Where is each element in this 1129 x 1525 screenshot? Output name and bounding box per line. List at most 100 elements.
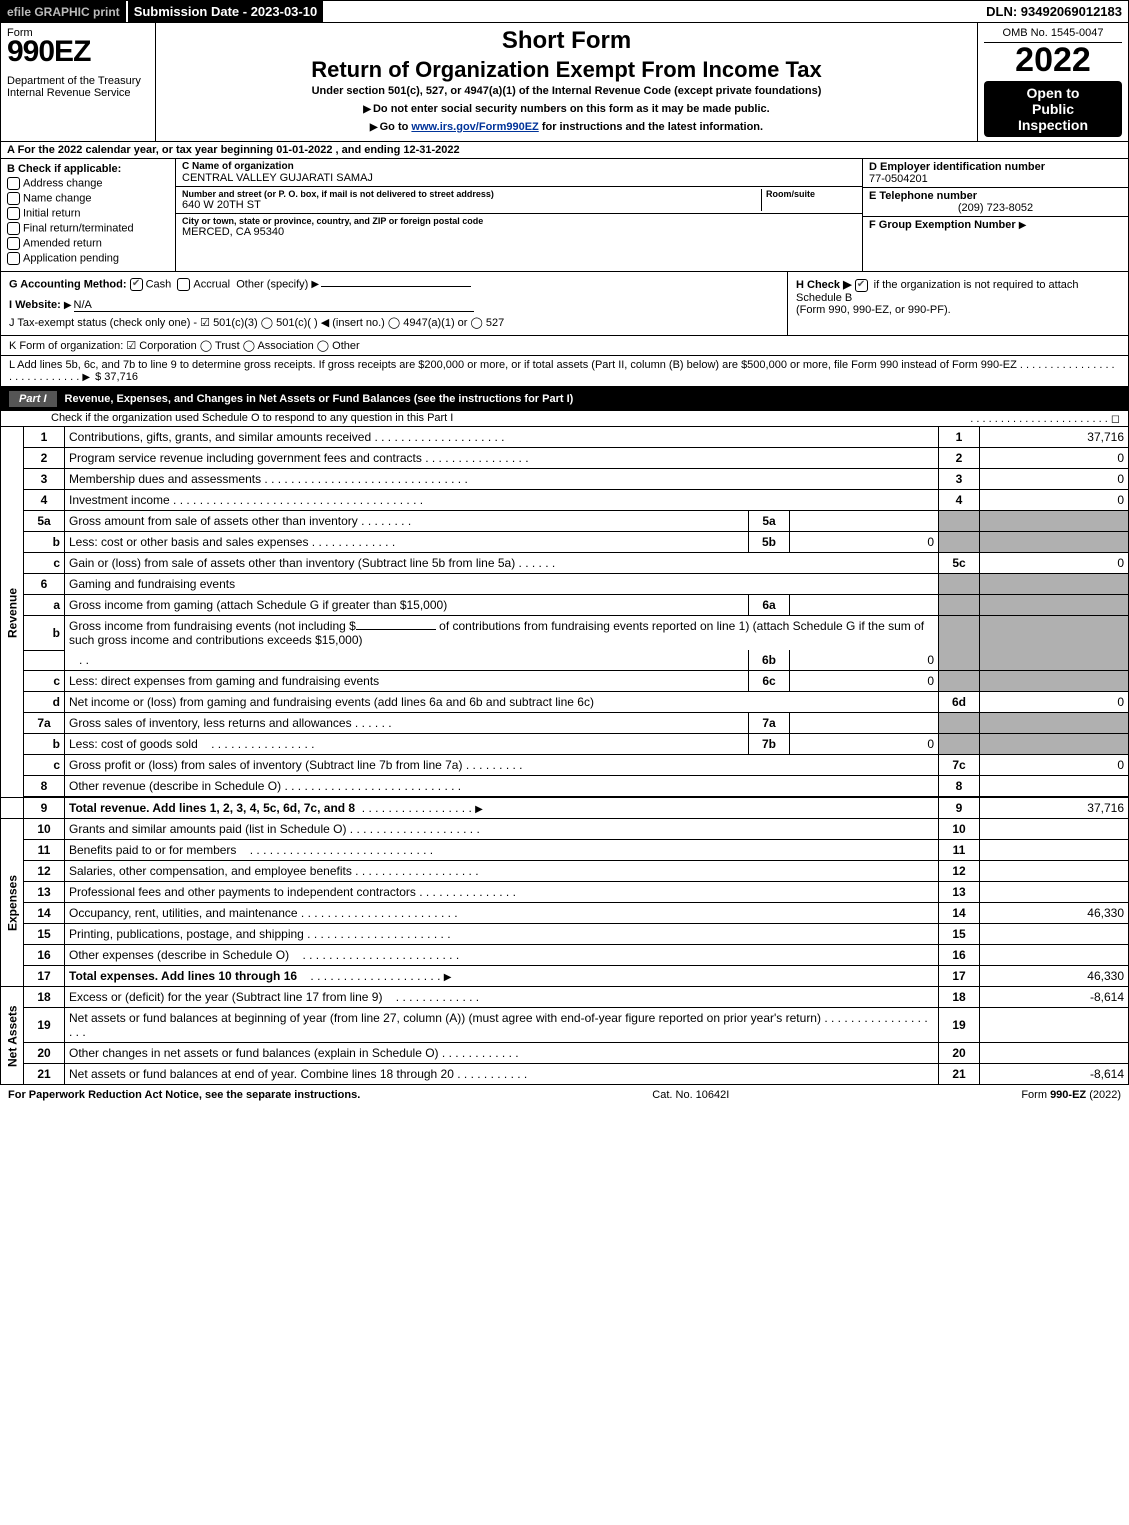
g-label: G Accounting Method: [9,278,127,290]
mid: 6b [749,650,790,671]
midval: 0 [790,671,939,692]
desc: Gross income from gaming (attach Schedul… [65,595,749,616]
other-label: Other (specify) [236,278,308,290]
desc: Gross profit or (loss) from sales of inv… [69,758,462,772]
header-right: OMB No. 1545-0047 2022 Open to Public In… [978,23,1128,141]
rnum: 10 [939,819,980,840]
line-10: Expenses 10 Grants and similar amounts p… [1,819,1129,840]
page-footer: For Paperwork Reduction Act Notice, see … [0,1085,1129,1105]
rnum: 13 [939,882,980,903]
open-line1: Open to [986,85,1120,101]
grey [939,511,980,532]
desc: Other expenses (describe in Schedule O) [69,948,289,962]
line-2: 2 Program service revenue including gove… [1,448,1129,469]
val: 0 [980,755,1129,776]
ln: 21 [24,1064,65,1085]
section-h: H Check ▶ if the organization is not req… [788,272,1128,335]
sched-o-checkbox[interactable]: ◻ [1111,413,1120,425]
val [980,945,1129,966]
line-13: 13 Professional fees and other payments … [1,882,1129,903]
line-6b-val: . . 6b 0 [1,650,1129,671]
line-6c: c Less: direct expenses from gaming and … [1,671,1129,692]
val: -8,614 [980,1064,1129,1085]
line-7a: 7a Gross sales of inventory, less return… [1,713,1129,734]
header-left: Form 990EZ Department of the Treasury In… [1,23,156,141]
val [980,1043,1129,1064]
grey [939,713,980,734]
line-7b: b Less: cost of goods sold . . . . . . .… [1,734,1129,755]
rnum: 1 [939,427,980,448]
street-label: Number and street (or P. O. box, if mail… [182,189,761,199]
chk-accrual[interactable] [177,278,190,291]
line-12: 12 Salaries, other compensation, and emp… [1,861,1129,882]
chk-label: Final return/terminated [23,222,134,234]
street-value: 640 W 20TH ST [182,199,761,211]
grey [939,532,980,553]
grey [939,734,980,755]
return-title: Return of Organization Exempt From Incom… [164,57,969,83]
irs-link[interactable]: www.irs.gov/Form990EZ [411,121,538,133]
chk-final-return[interactable]: Final return/terminated [7,222,169,235]
ln: a [24,595,65,616]
chk-initial-return[interactable]: Initial return [7,207,169,220]
rnum: 7c [939,755,980,776]
grey [980,511,1129,532]
desc: Less: cost or other basis and sales expe… [69,535,308,549]
line-4: 4 Investment income . . . . . . . . . . … [1,490,1129,511]
section-k: K Form of organization: ☑ Corporation ◯ … [0,336,1129,356]
val: -8,614 [980,987,1129,1008]
name-label: C Name of organization [182,161,856,172]
line-11: 11 Benefits paid to or for members . . .… [1,840,1129,861]
val [980,882,1129,903]
chk-label: Application pending [23,252,119,264]
chk-amended-return[interactable]: Amended return [7,237,169,250]
under-section-text: Under section 501(c), 527, or 4947(a)(1)… [164,85,969,97]
accrual-label: Accrual [193,278,230,290]
ln: 12 [24,861,65,882]
revenue-vert-label: Revenue [1,427,24,797]
rnum: 5c [939,553,980,574]
chk-application-pending[interactable]: Application pending [7,252,169,265]
footer-center: Cat. No. 10642I [652,1089,729,1101]
mid: 7b [749,734,790,755]
room-label: Room/suite [766,189,856,199]
rnum: 17 [939,966,980,987]
desc: Total revenue. Add lines 1, 2, 3, 4, 5c,… [69,801,355,815]
ln: 11 [24,840,65,861]
chk-h[interactable] [855,279,868,292]
desc: Membership dues and assessments [69,472,261,486]
val: 0 [980,469,1129,490]
tax-year: 2022 [984,43,1122,77]
midval [790,595,939,616]
chk-address-change[interactable]: Address change [7,177,169,190]
midval [790,713,939,734]
rnum: 11 [939,840,980,861]
val: 0 [980,448,1129,469]
ln: 17 [24,966,65,987]
val: 46,330 [980,903,1129,924]
desc: Professional fees and other payments to … [69,885,416,899]
chk-name-change[interactable]: Name change [7,192,169,205]
goto-text: Go to www.irs.gov/Form990EZ for instruct… [380,121,763,133]
footer-right: Form 990-EZ (2022) [1021,1089,1121,1101]
val [980,861,1129,882]
line-9: 9 Total revenue. Add lines 1, 2, 3, 4, 5… [1,797,1129,819]
section-ghi: G Accounting Method: Cash Accrual Other … [0,272,1129,336]
ln: 9 [24,797,65,819]
chk-cash[interactable] [130,278,143,291]
efile-print-button[interactable]: efile GRAPHIC print [1,1,126,22]
desc: Salaries, other compensation, and employ… [69,864,352,878]
footer-left: For Paperwork Reduction Act Notice, see … [8,1089,360,1101]
grey [980,650,1129,671]
val: 0 [980,490,1129,511]
rnum: 20 [939,1043,980,1064]
ln: 13 [24,882,65,903]
header-center: Short Form Return of Organization Exempt… [156,23,978,141]
val: 37,716 [980,427,1129,448]
ln: b [24,734,65,755]
mid: 5b [749,532,790,553]
ln: 3 [24,469,65,490]
val [980,776,1129,798]
line-5a: 5a Gross amount from sale of assets othe… [1,511,1129,532]
chk-label: Initial return [23,207,80,219]
